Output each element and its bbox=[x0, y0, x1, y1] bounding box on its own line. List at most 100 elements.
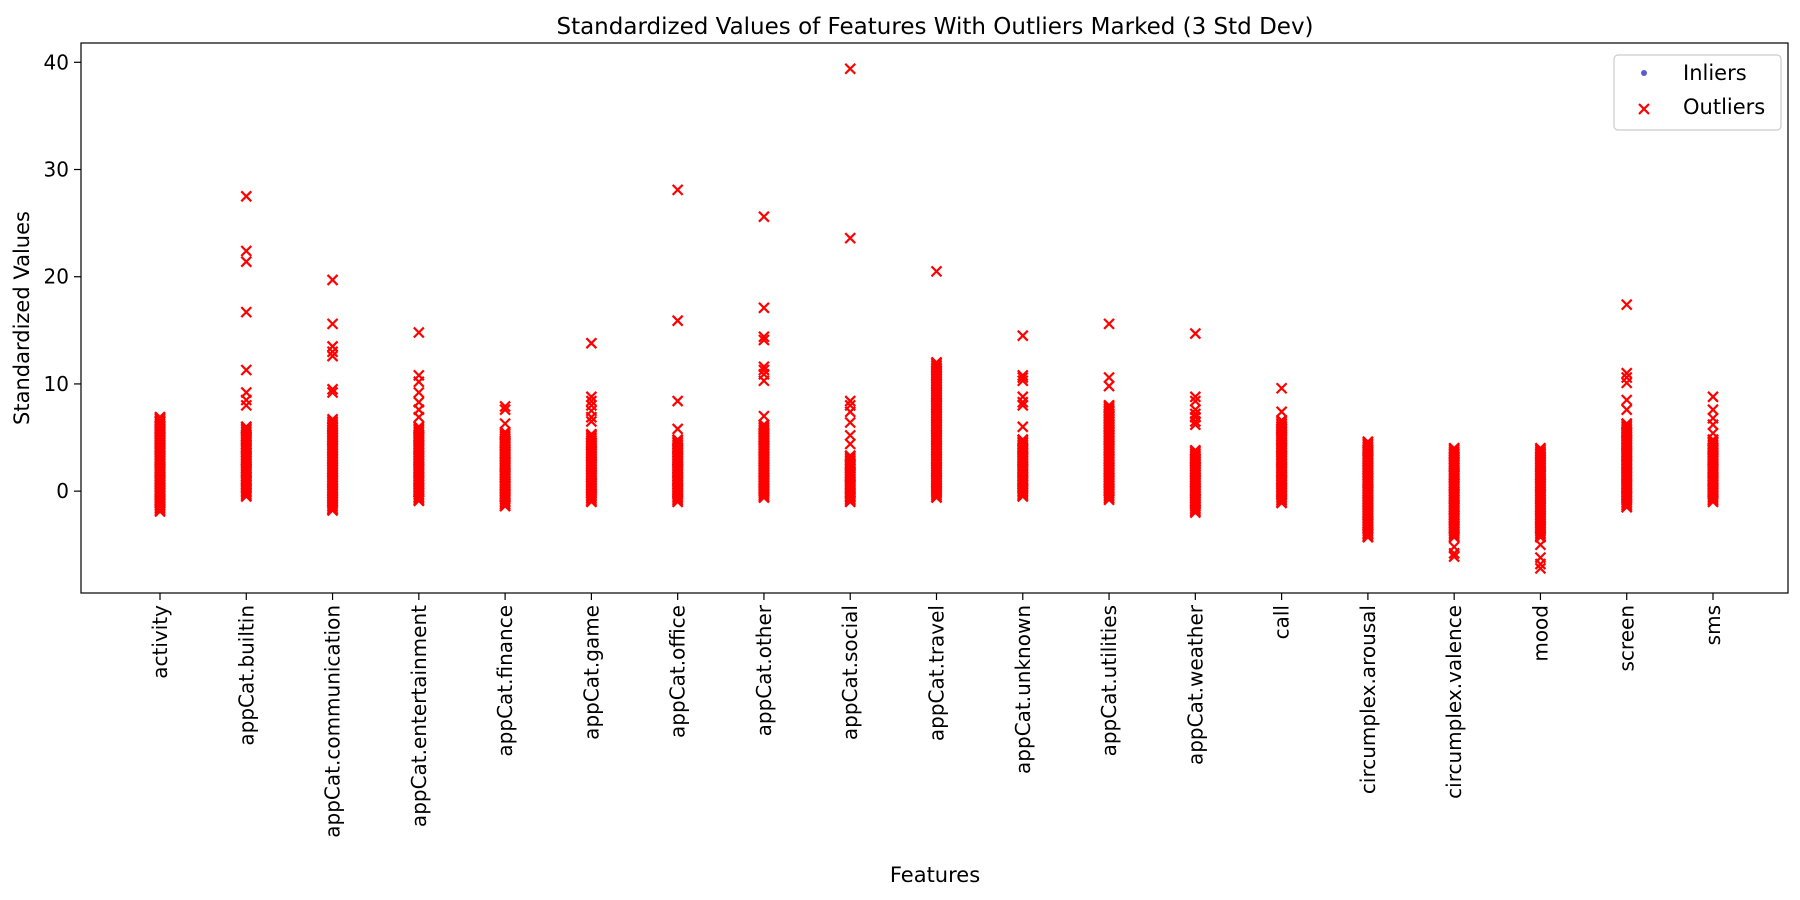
outlier-point-appCat-office bbox=[671, 395, 684, 407]
outlier-point-sms bbox=[1707, 433, 1719, 446]
outlier-point-appCat-entertainment bbox=[413, 421, 425, 433]
outlier-point-appCat-builtin bbox=[240, 399, 253, 412]
y-tick-label: 40 bbox=[44, 50, 69, 74]
outlier-point-appCat-communication bbox=[326, 431, 339, 444]
outlier-point-appCat-communication bbox=[326, 474, 339, 487]
outlier-point-appCat-finance bbox=[499, 417, 511, 430]
outlier-point-appCat-communication bbox=[326, 442, 339, 455]
outlier-point-call bbox=[1275, 497, 1288, 509]
outlier-point-appCat-communication bbox=[326, 496, 339, 508]
outlier-point bbox=[930, 489, 943, 502]
outlier-point-appCat-weather bbox=[1189, 453, 1202, 465]
outlier-point-appCat-game bbox=[585, 469, 598, 481]
outlier-point-appCat-unknown bbox=[1016, 474, 1029, 487]
outlier-point-appCat-weather bbox=[1189, 485, 1202, 497]
outlier-point-appCat-social bbox=[844, 429, 857, 442]
outlier-point-appCat-entertainment bbox=[413, 326, 425, 339]
outlier-point-appCat-finance bbox=[499, 400, 511, 413]
outlier-point-appCat-office bbox=[671, 442, 684, 455]
outlier-point-appCat-game bbox=[585, 447, 598, 460]
outlier-point-mood bbox=[1534, 490, 1547, 503]
outlier-point-circumplex-valence bbox=[1448, 512, 1460, 524]
outlier-point-circumplex-arousal bbox=[1362, 463, 1374, 476]
outlier-point-appCat-game bbox=[585, 428, 598, 441]
x-tick-label-appCat-entertainment: appCat.entertainment bbox=[407, 605, 431, 827]
outlier-point-appCat-builtin bbox=[240, 431, 253, 444]
outlier-point-circumplex-arousal bbox=[1362, 531, 1374, 544]
outlier-marks bbox=[154, 62, 1719, 575]
outlier-point-appCat-other bbox=[758, 453, 770, 465]
outlier-point-appCat-travel bbox=[930, 378, 943, 390]
outlier-point-appCat-finance bbox=[499, 480, 511, 492]
outlier-point bbox=[1275, 494, 1288, 507]
x-tick-label-screen: screen bbox=[1615, 605, 1639, 671]
outlier-point-appCat-unknown bbox=[1016, 396, 1029, 408]
outlier-point-appCat-unknown bbox=[1016, 453, 1029, 465]
outlier-point-mood bbox=[1534, 501, 1547, 514]
x-tick-label-mood: mood bbox=[1528, 605, 1552, 662]
legend-inliers-marker bbox=[1641, 70, 1647, 76]
outlier-point-appCat-social bbox=[844, 496, 857, 508]
legend-box bbox=[1613, 54, 1782, 131]
outlier-point-screen bbox=[1620, 447, 1633, 460]
outlier-point-appCat-unknown bbox=[1016, 371, 1029, 384]
outlier-point-appCat-utilities bbox=[1103, 485, 1115, 497]
outlier-point bbox=[1620, 499, 1633, 511]
x-tick-label-appCat-office: appCat.office bbox=[666, 605, 690, 738]
outlier-point-appCat-builtin bbox=[240, 490, 253, 503]
outlier-point-mood bbox=[1534, 512, 1547, 524]
outlier-point-appCat-entertainment bbox=[413, 463, 425, 476]
x-tick-label-appCat-unknown: appCat.unknown bbox=[1011, 605, 1035, 774]
y-axis-label: Standardized Values bbox=[10, 211, 34, 425]
outlier-point-appCat-office bbox=[671, 496, 684, 508]
outlier-point bbox=[1448, 527, 1460, 539]
outlier-point-appCat-finance bbox=[499, 426, 511, 438]
outlier-point bbox=[930, 487, 943, 500]
outlier-point-appCat-social bbox=[844, 449, 857, 462]
outlier-point-appCat-builtin bbox=[240, 442, 253, 455]
outlier-point-mood bbox=[1534, 447, 1547, 460]
outlier-point-appCat-communication bbox=[326, 485, 339, 497]
outlier-point-appCat-office bbox=[671, 463, 684, 476]
outlier-point-appCat-weather bbox=[1189, 474, 1202, 487]
outlier-point-appCat-other bbox=[758, 410, 770, 422]
outlier-point bbox=[758, 489, 770, 501]
outlier-point-sms bbox=[1707, 391, 1719, 403]
outlier-point-appCat-unknown bbox=[1016, 490, 1029, 503]
outlier-point-circumplex-valence bbox=[1448, 469, 1460, 481]
outlier-point-sms bbox=[1707, 453, 1719, 465]
outlier-point-appCat-other bbox=[758, 374, 770, 387]
outlier-point-mood bbox=[1534, 480, 1547, 492]
outlier-point-appCat-builtin bbox=[240, 474, 253, 487]
x-tick-label-appCat-utilities: appCat.utilities bbox=[1097, 605, 1121, 756]
outlier-point-appCat-unknown bbox=[1016, 421, 1029, 433]
outlier-point-circumplex-arousal bbox=[1362, 517, 1374, 530]
outlier-point-screen bbox=[1620, 426, 1633, 438]
legend: Inliers Outliers bbox=[1613, 54, 1782, 131]
outlier-point-appCat-travel bbox=[930, 431, 943, 444]
outlier-point-appCat-weather bbox=[1189, 418, 1202, 431]
outlier-point-appCat-communication bbox=[326, 383, 339, 396]
x-tick-label-appCat-finance: appCat.finance bbox=[493, 605, 517, 757]
outlier-point-circumplex-arousal bbox=[1362, 528, 1374, 540]
outlier-point-appCat-game bbox=[585, 458, 598, 471]
outlier-point-appCat-builtin bbox=[240, 421, 253, 433]
outlier-point-circumplex-arousal bbox=[1362, 474, 1374, 487]
outlier-point-appCat-other bbox=[758, 364, 770, 376]
outlier-point-appCat-game bbox=[585, 496, 598, 508]
outlier-point-appCat-communication bbox=[326, 386, 339, 399]
outlier-point-appCat-weather bbox=[1189, 327, 1202, 340]
outlier-point-mood bbox=[1534, 558, 1547, 570]
x-tick-label-appCat-game: appCat.game bbox=[579, 605, 603, 740]
outlier-point-circumplex-valence bbox=[1448, 490, 1460, 503]
outlier-point-appCat-communication bbox=[326, 504, 339, 517]
outlier-point-screen bbox=[1620, 298, 1633, 311]
outlier-point-appCat-finance bbox=[499, 500, 511, 512]
outlier-point-appCat-finance bbox=[499, 458, 511, 471]
outlier-point-appCat-weather bbox=[1189, 395, 1202, 407]
outlier-point-appCat-travel bbox=[930, 442, 943, 455]
outlier-point-appCat-game bbox=[585, 480, 598, 492]
outlier-point-appCat-other bbox=[758, 474, 770, 487]
x-tick-label-circumplex-valence: circumplex.valence bbox=[1442, 605, 1466, 799]
